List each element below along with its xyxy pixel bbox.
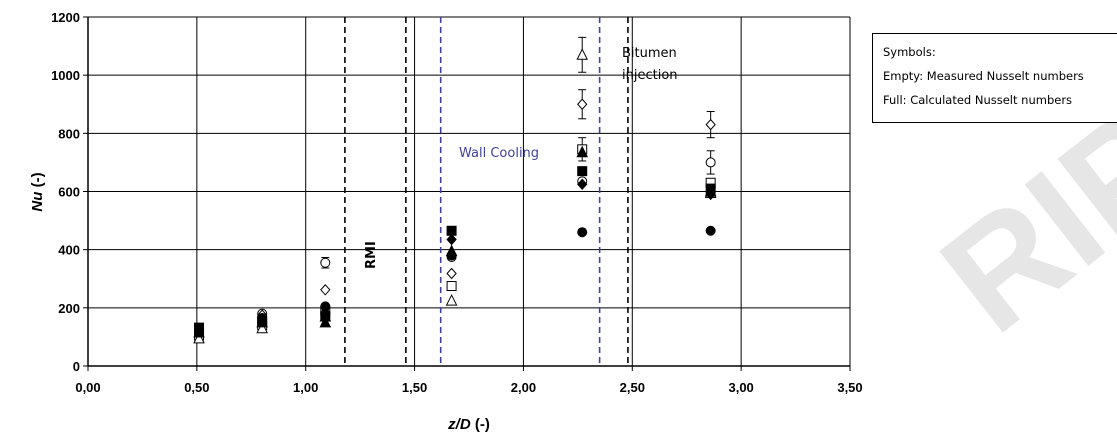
empty-circle-point <box>320 257 331 268</box>
empty-triangle-point <box>193 331 205 344</box>
y-tick-label: 400 <box>58 243 80 258</box>
empty-diamond-point <box>320 284 331 296</box>
empty-triangle-point <box>576 48 589 60</box>
y-tick-label: 1200 <box>51 10 80 25</box>
filled-triangle-point <box>445 244 458 257</box>
y-tick-label: 200 <box>58 301 80 316</box>
empty-triangle-point <box>256 321 268 334</box>
filled-triangle-point <box>256 315 268 328</box>
rmi-label: RMI <box>364 241 379 269</box>
y-tick-label: 600 <box>58 185 80 200</box>
region-boundary-lines <box>344 17 629 366</box>
empty-diamond-point <box>446 267 457 280</box>
x-axis-title-symbol: z/D <box>447 416 471 433</box>
empty-diamond-point <box>705 118 716 131</box>
legend-symbols-heading: Symbols: <box>883 45 936 59</box>
filled-triangle-point <box>576 145 589 158</box>
x-tick-label: 0,00 <box>75 380 100 395</box>
x-tick-label: 0,50 <box>184 380 209 395</box>
y-tick-label: 0 <box>73 359 80 374</box>
empty-circle-point <box>705 157 716 168</box>
filled-diamond-point <box>446 233 457 246</box>
x-tick-labels: 0,00 0,50 1,00 1,50 2,00 2,50 3,00 3,50 <box>75 366 863 395</box>
filled-square-point <box>446 225 457 236</box>
data-points <box>193 48 717 344</box>
y-axis-title-unit: (-) <box>29 172 46 191</box>
filled-circle-point <box>577 227 588 238</box>
x-tick-label: 1,50 <box>402 380 427 395</box>
y-tick-labels: 0 200 400 600 800 1000 1200 <box>51 10 88 374</box>
x-tick-label: 2,00 <box>511 380 536 395</box>
x-tick-label: 2,50 <box>620 380 645 395</box>
x-axis-title: z/D (-) <box>447 416 490 433</box>
empty-triangle-point <box>445 293 458 306</box>
filled-circle-point <box>705 225 716 236</box>
filled-square-point <box>577 166 588 177</box>
y-tick-label: 800 <box>58 126 80 141</box>
y-tick-label: 1000 <box>51 68 80 83</box>
legend-full-description: Full: Calculated Nusselt numbers <box>883 93 1073 107</box>
y-axis-title: Nu (-) <box>29 172 46 211</box>
empty-diamond-point <box>577 98 588 110</box>
y-axis-title-symbol: Nu <box>29 192 46 212</box>
filled-triangle-point <box>704 184 717 197</box>
legend-box: Symbols: Empty: Measured Nusselt numbers… <box>872 33 1117 123</box>
filled-triangle-point <box>319 315 332 328</box>
x-tick-label: 3,00 <box>728 380 753 395</box>
wall-cooling-label: Wall Cooling <box>459 146 539 161</box>
filled-diamond-point <box>577 178 588 190</box>
x-axis-title-unit: (-) <box>471 416 490 433</box>
empty-square-point <box>446 281 457 292</box>
x-tick-label: 3,50 <box>837 380 862 395</box>
bitumen-label-line1: Bitumen <box>622 46 677 61</box>
legend-empty-description: Empty: Measured Nusselt numbers <box>883 69 1084 83</box>
filled-triangle-point <box>193 325 205 338</box>
bitumen-label-line2: injection <box>622 68 678 83</box>
grid-layer <box>88 16 851 366</box>
x-tick-label: 1,00 <box>293 380 318 395</box>
